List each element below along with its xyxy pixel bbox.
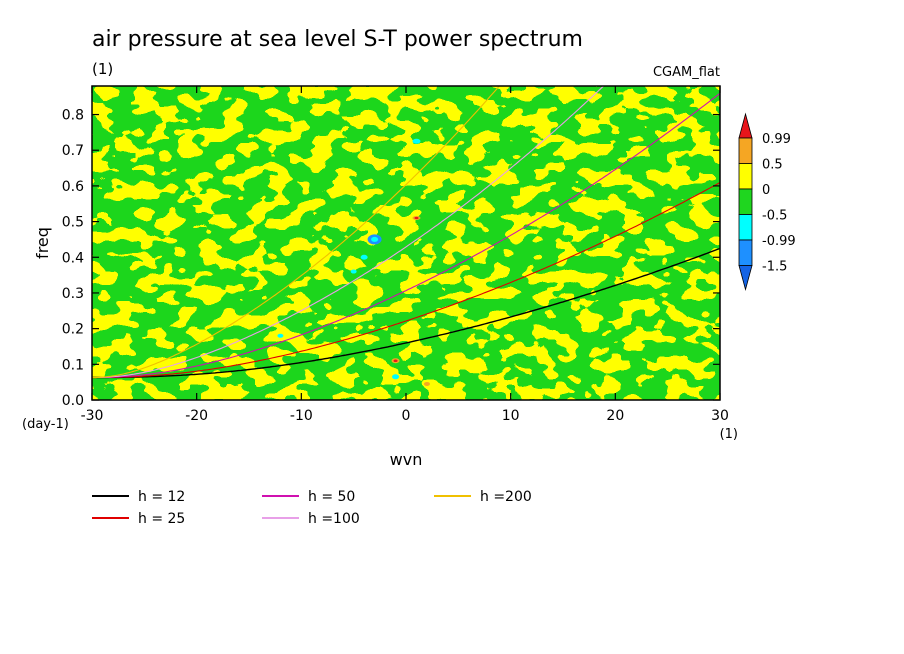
x-tick-label: 0 xyxy=(402,408,411,424)
colorbar-box xyxy=(738,137,753,164)
colorbar-label: -0.5 xyxy=(762,209,787,224)
colorbar-label: -1.5 xyxy=(762,260,787,275)
colorbar-top-triangle xyxy=(738,112,753,139)
spectral-spot xyxy=(423,381,430,386)
spectral-spot xyxy=(360,254,368,260)
y-axis-label: freq xyxy=(33,227,52,259)
y-axis-ticks: 0.0 0.1 0.2 0.3 0.4 0.5 0.6 0.7 0.8 xyxy=(62,108,720,409)
x-tick-label: -10 xyxy=(290,408,313,424)
dispersion-curves xyxy=(92,86,720,379)
colorbar-bottom-triangle xyxy=(738,265,753,292)
colorbar: 0.99 0.5 0 -0.5 -0.99 -1.5 xyxy=(738,112,796,292)
curve-legend: h = 12 h = 25 h = 50 h =100 h =200 xyxy=(92,489,532,527)
colorbar-box xyxy=(738,188,753,215)
y-tick-label: 0.1 xyxy=(62,357,84,373)
x-tick-label: 30 xyxy=(711,408,729,424)
spectral-spot xyxy=(277,333,284,338)
legend-label: h =100 xyxy=(308,511,360,527)
x-tick-label: -20 xyxy=(185,408,208,424)
spectral-spot xyxy=(392,374,400,380)
x-tick-label: 10 xyxy=(502,408,520,424)
y-tick-label: 0.7 xyxy=(62,143,84,159)
colorbar-label: -0.99 xyxy=(762,234,796,249)
spectral-spot xyxy=(414,216,419,220)
legend-label: h = 25 xyxy=(138,511,185,527)
x-tick-label: -30 xyxy=(81,408,104,424)
legend-label: h = 50 xyxy=(308,489,355,505)
plot-area xyxy=(92,86,720,400)
colorbar-label: 0.99 xyxy=(762,132,791,147)
colorbar-label: 0.5 xyxy=(762,158,783,173)
model-label: CGAM_flat xyxy=(653,65,720,80)
dispersion-curve xyxy=(92,182,720,379)
legend-label: h = 12 xyxy=(138,489,185,505)
dispersion-curve xyxy=(92,247,720,379)
y-tick-label: 0.3 xyxy=(62,286,84,302)
spectral-spots xyxy=(277,138,430,386)
x-axis-ticks: -30 -20 -10 0 10 20 30 xyxy=(81,86,729,424)
dispersion-curve xyxy=(92,86,605,379)
y-tick-label: 0.0 xyxy=(62,393,84,409)
colorbar-label: 0 xyxy=(762,183,770,198)
dispersion-curve xyxy=(92,92,720,379)
y-tick-label: 0.6 xyxy=(62,179,84,195)
field-green xyxy=(92,86,720,400)
dispersion-curve xyxy=(92,86,501,379)
x-unit-label: (1) xyxy=(720,427,738,442)
colorbar-box xyxy=(738,239,753,266)
colorbar-box xyxy=(738,214,753,241)
legend-label: h =200 xyxy=(480,489,532,505)
x-axis-label: wvn xyxy=(390,450,423,469)
spectral-spot xyxy=(371,236,379,242)
spectral-spot xyxy=(350,269,357,274)
y-tick-label: 0.5 xyxy=(62,215,84,231)
chart-title: air pressure at sea level S-T power spec… xyxy=(92,27,583,52)
spectral-spot xyxy=(412,138,421,144)
x-tick-label: 20 xyxy=(606,408,624,424)
y-unit-label: (day-1) xyxy=(22,417,69,432)
spectral-spot xyxy=(393,359,398,363)
units-label: (1) xyxy=(92,60,113,78)
y-tick-label: 0.4 xyxy=(62,250,84,266)
colorbar-box xyxy=(738,163,753,190)
y-tick-label: 0.8 xyxy=(62,108,84,124)
y-tick-label: 0.2 xyxy=(62,322,84,338)
